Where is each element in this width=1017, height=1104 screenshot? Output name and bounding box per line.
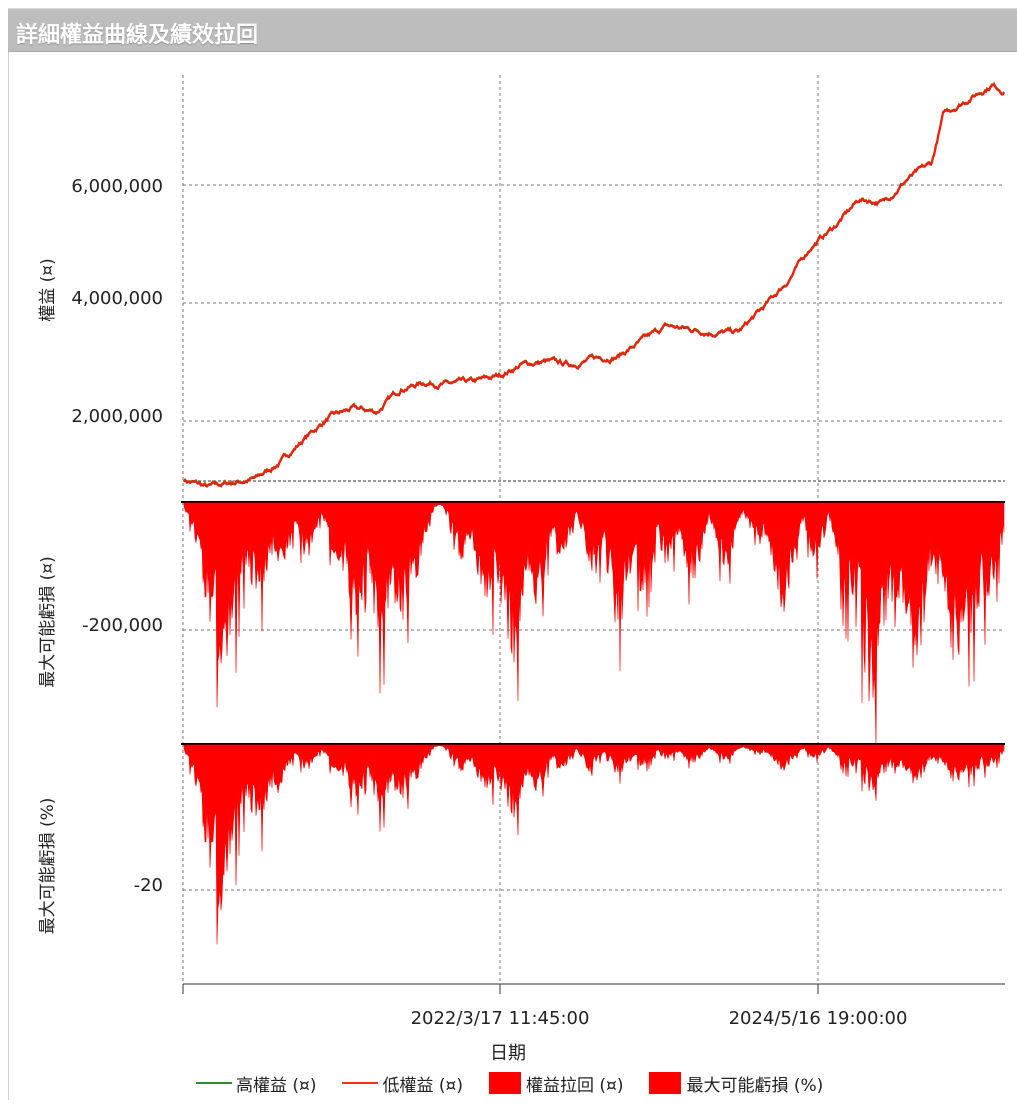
legend-swatch-low-equity: [342, 1082, 379, 1084]
drawdown-percent-ylabel: 最大可能虧損 (%): [38, 798, 58, 935]
legend-label-low-equity: 低權益 (¤): [382, 1075, 463, 1096]
x-tick-label-1: 2022/3/17 11:45:00: [411, 1008, 590, 1029]
legend-item-high-equity: 高權益 (¤): [196, 1071, 316, 1096]
legend-swatch-drawdown-percent: [649, 1072, 682, 1094]
drawdown-percent-panel: -20 最大可能虧損 (%): [38, 743, 1005, 984]
drawdown-amount-area: [183, 502, 1005, 745]
panel-title: 詳細權益曲線及績效拉回: [16, 23, 259, 48]
ytick-dd200k: -200,000: [82, 615, 163, 636]
high-equity-series: [183, 81, 1005, 487]
ytick-6m: 6,000,000: [71, 176, 163, 197]
legend-label-drawdown-percent: 最大可能虧損 (%): [686, 1075, 824, 1096]
ytick-4m: 4,000,000: [71, 288, 163, 309]
legend-item-low-equity: 低權益 (¤): [342, 1071, 463, 1096]
legend-item-drawdown-percent: 最大可能虧損 (%): [649, 1071, 823, 1096]
drawdown-percent-area: [183, 744, 1005, 945]
equity-ylabel: 權益 (¤): [38, 258, 58, 321]
legend-swatch-high-equity: [196, 1082, 232, 1084]
legend-item-drawdown-amount: 權益拉回 (¤): [488, 1071, 624, 1096]
drawdown-amount-ylabel: 最大可能虧損 (¤): [38, 556, 58, 687]
x-tick-label-2: 2024/5/16 19:00:00: [729, 1008, 908, 1029]
equity-panel: 6,000,000 4,000,000 2,000,000 權益 (¤): [38, 75, 1005, 502]
low-equity-series: [183, 82, 1005, 488]
legend-label-high-equity: 高權益 (¤): [236, 1075, 317, 1096]
ytick-ddpct20: -20: [134, 875, 163, 896]
drawdown-amount-panel: -200,000 最大可能虧損 (¤): [38, 501, 1005, 745]
panel-header: 詳細權益曲線及績效拉回: [8, 8, 1017, 52]
chart-legend: 高權益 (¤) 低權益 (¤) 權益拉回 (¤) 最大可能虧損 (%): [196, 1070, 849, 1096]
x-axis: 2022/3/17 11:45:00 2024/5/16 19:00:00 日期: [182, 983, 1005, 1064]
ytick-2m: 2,000,000: [71, 406, 163, 427]
legend-label-drawdown-amount: 權益拉回 (¤): [525, 1075, 624, 1096]
x-axis-label: 日期: [490, 1043, 526, 1064]
legend-swatch-drawdown-amount: [488, 1072, 521, 1094]
left-border: [8, 52, 9, 1100]
